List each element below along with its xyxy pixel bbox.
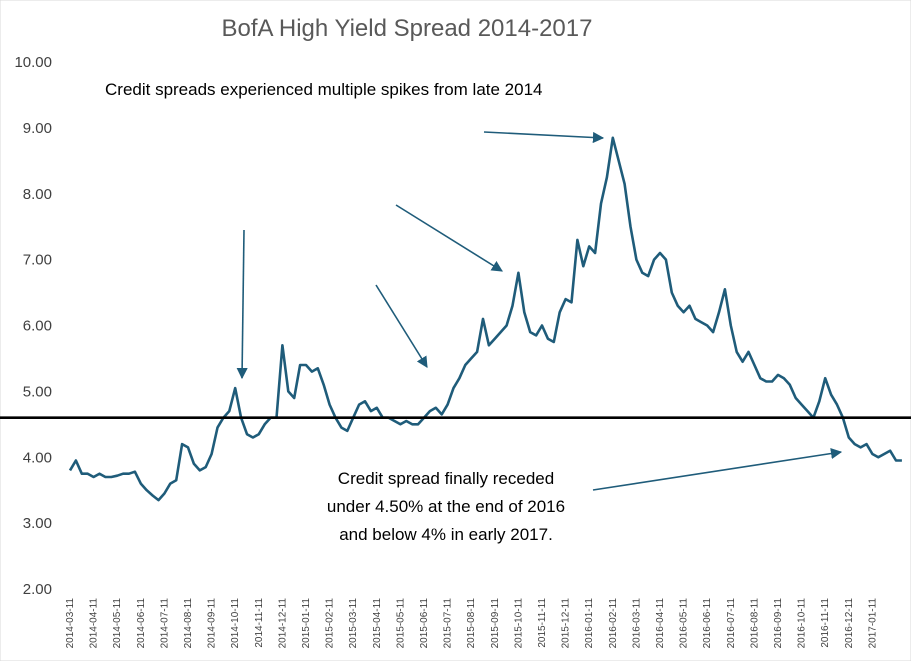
y-tick-label: 6.00 bbox=[23, 318, 52, 335]
y-tick-label: 9.00 bbox=[23, 120, 52, 137]
x-tick-label: 2015-01-11 bbox=[301, 598, 312, 649]
y-tick-label: 4.00 bbox=[23, 449, 52, 466]
arrow bbox=[483, 131, 605, 144]
x-tick-label: 2014-11-11 bbox=[254, 598, 265, 648]
x-tick-label: 2015-09-11 bbox=[490, 598, 501, 649]
y-tick-label: 10.00 bbox=[14, 54, 52, 71]
x-tick-label: 2016-12-11 bbox=[844, 598, 855, 649]
x-tick-label: 2014-06-11 bbox=[136, 598, 147, 649]
annotation: Credit spreads experienced multiple spik… bbox=[105, 80, 543, 99]
x-tick-label: 2016-11-11 bbox=[820, 598, 831, 648]
x-tick-label: 2014-09-11 bbox=[207, 598, 218, 649]
x-tick-label: 2015-11-11 bbox=[537, 598, 548, 648]
annotation: under 4.50% at the end of 2016 bbox=[327, 497, 565, 516]
x-tick-label: 2015-08-11 bbox=[466, 598, 477, 649]
x-tick-label: 2014-05-11 bbox=[112, 598, 123, 649]
arrow bbox=[395, 204, 503, 272]
x-tick-label: 2015-05-11 bbox=[395, 598, 406, 649]
x-tick-label: 2015-12-11 bbox=[561, 598, 572, 649]
x-tick-label: 2016-04-11 bbox=[655, 598, 666, 649]
x-tick-label: 2016-02-11 bbox=[608, 598, 619, 649]
x-tick-label: 2014-08-11 bbox=[183, 598, 194, 649]
chart-title: BofA High Yield Spread 2014-2017 bbox=[222, 15, 593, 42]
x-tick-label: 2015-07-11 bbox=[443, 598, 454, 649]
x-tick-label: 2015-10-11 bbox=[513, 598, 524, 649]
x-tick-label: 2016-01-11 bbox=[584, 598, 595, 649]
y-tick-label: 3.00 bbox=[23, 515, 52, 532]
x-tick-label: 2014-03-11 bbox=[65, 598, 76, 649]
arrow bbox=[592, 447, 843, 491]
x-tick-label: 2015-06-11 bbox=[419, 598, 430, 649]
x-tick-label: 2016-10-11 bbox=[797, 598, 808, 649]
line-series bbox=[68, 136, 902, 502]
plot-area: 2.00 3.00 4.00 5.00 6.00 7.00 8.00 9.00 10.00 201… bbox=[0, 54, 911, 648]
arrow bbox=[236, 229, 248, 380]
x-tick-label: 2015-02-11 bbox=[325, 598, 336, 649]
x-tick-label: 2016-07-11 bbox=[726, 598, 737, 649]
x-tick-label: 2016-05-11 bbox=[679, 598, 690, 649]
arrow bbox=[375, 284, 428, 368]
y-tick-label: 8.00 bbox=[23, 186, 52, 203]
x-tick-label: 2014-12-11 bbox=[277, 598, 288, 649]
x-tick-label: 2016-09-11 bbox=[773, 598, 784, 649]
x-tick-label: 2015-03-11 bbox=[348, 598, 359, 649]
annotation: Credit spread finally receded bbox=[338, 469, 554, 488]
y-tick-label: 7.00 bbox=[23, 252, 52, 269]
x-tick-label: 2014-04-11 bbox=[89, 598, 100, 649]
x-tick-label: 2017-01-11 bbox=[867, 598, 878, 649]
annotation: and below 4% in early 2017. bbox=[339, 525, 553, 544]
x-tick-label: 2014-07-11 bbox=[159, 598, 170, 649]
x-tick-label: 2015-04-11 bbox=[372, 598, 383, 649]
x-tick-label: 2016-06-11 bbox=[702, 598, 713, 649]
y-tick-label: 5.00 bbox=[23, 383, 52, 400]
x-tick-label: 2016-08-11 bbox=[749, 598, 760, 649]
y-tick-label: 2.00 bbox=[23, 581, 52, 598]
x-tick-label: 2014-10-11 bbox=[230, 598, 241, 649]
x-tick-label: 2016-03-11 bbox=[631, 598, 642, 649]
